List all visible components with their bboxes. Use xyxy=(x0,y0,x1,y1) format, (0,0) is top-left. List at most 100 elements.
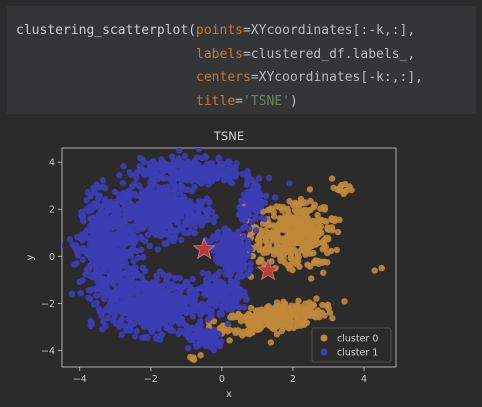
point-cluster-1 xyxy=(160,168,167,176)
point-cluster-1 xyxy=(193,329,200,336)
point-cluster-0 xyxy=(320,269,327,276)
point-cluster-0 xyxy=(289,266,296,274)
point-cluster-1 xyxy=(113,289,121,296)
code-param: title xyxy=(196,93,236,109)
point-cluster-1 xyxy=(177,197,185,205)
point-cluster-1 xyxy=(133,169,140,176)
point-cluster-0 xyxy=(263,234,270,241)
point-cluster-1 xyxy=(236,257,243,265)
point-cluster-1 xyxy=(240,303,248,311)
point-cluster-0 xyxy=(226,326,233,334)
point-cluster-1 xyxy=(165,293,172,300)
point-cluster-1 xyxy=(154,246,161,253)
point-cluster-1 xyxy=(138,246,145,254)
point-cluster-1 xyxy=(152,231,160,239)
point-cluster-1 xyxy=(135,308,143,315)
point-cluster-1 xyxy=(101,202,108,209)
point-cluster-1 xyxy=(150,203,157,211)
code-param: centers xyxy=(196,70,251,85)
point-cluster-1 xyxy=(200,170,207,178)
point-cluster-1 xyxy=(87,322,94,329)
point-cluster-1 xyxy=(111,235,118,242)
point-cluster-1 xyxy=(142,217,149,225)
point-cluster-1 xyxy=(79,256,86,263)
point-cluster-1 xyxy=(252,227,260,234)
point-cluster-1 xyxy=(79,277,86,284)
point-cluster-1 xyxy=(147,226,155,233)
x-tick-label: 0 xyxy=(219,374,225,385)
point-cluster-1 xyxy=(238,197,245,205)
point-cluster-1 xyxy=(93,244,101,251)
point-cluster-1 xyxy=(127,327,134,334)
point-cluster-1 xyxy=(133,174,140,182)
point-cluster-0 xyxy=(330,184,337,191)
point-cluster-0 xyxy=(226,337,233,344)
point-cluster-1 xyxy=(201,283,208,291)
code-function-name: clustering_scatterplot( xyxy=(16,23,197,38)
point-cluster-1 xyxy=(226,269,233,276)
point-cluster-1 xyxy=(247,260,254,267)
chart-title: TSNE xyxy=(213,129,244,143)
point-cluster-1 xyxy=(77,289,84,297)
point-cluster-1 xyxy=(178,163,186,170)
point-cluster-1 xyxy=(216,268,223,276)
point-cluster-0 xyxy=(278,327,286,335)
point-cluster-1 xyxy=(177,288,184,295)
point-cluster-0 xyxy=(293,314,300,321)
point-cluster-0 xyxy=(371,267,378,274)
point-cluster-0 xyxy=(270,213,278,220)
point-cluster-1 xyxy=(212,302,219,310)
point-cluster-1 xyxy=(213,279,220,286)
point-cluster-1 xyxy=(135,200,143,207)
point-cluster-1 xyxy=(144,207,152,214)
point-cluster-1 xyxy=(146,242,153,250)
point-cluster-0 xyxy=(294,208,301,215)
point-cluster-1 xyxy=(93,292,100,299)
point-cluster-1 xyxy=(178,182,185,190)
point-cluster-1 xyxy=(187,222,195,229)
point-cluster-1 xyxy=(224,305,232,313)
point-cluster-1 xyxy=(115,206,123,214)
code-cell[interactable]: clustering_scatterplot(points=XYcoordina… xyxy=(7,6,476,114)
point-cluster-1 xyxy=(148,310,155,318)
point-cluster-1 xyxy=(129,286,136,293)
point-cluster-1 xyxy=(167,210,174,218)
point-cluster-1 xyxy=(90,214,97,221)
point-cluster-1 xyxy=(167,202,175,209)
point-cluster-0 xyxy=(295,303,302,310)
point-cluster-1 xyxy=(108,214,115,222)
code-rest: =XYcoordinates[:-k,:], xyxy=(242,23,416,38)
point-cluster-1 xyxy=(208,311,215,319)
point-cluster-1 xyxy=(154,304,161,311)
y-tick-label: 0 xyxy=(49,252,55,263)
point-cluster-1 xyxy=(136,162,143,170)
point-cluster-0 xyxy=(267,339,275,346)
point-cluster-1 xyxy=(213,233,220,240)
point-cluster-1 xyxy=(167,327,174,334)
point-cluster-1 xyxy=(224,283,232,291)
point-cluster-1 xyxy=(158,331,166,338)
point-cluster-0 xyxy=(278,224,285,232)
point-cluster-1 xyxy=(181,282,188,289)
point-cluster-1 xyxy=(128,171,135,179)
point-cluster-0 xyxy=(269,322,276,330)
code-indent xyxy=(16,94,196,109)
point-cluster-1 xyxy=(240,263,248,270)
point-cluster-1 xyxy=(95,234,103,241)
point-cluster-0 xyxy=(190,354,197,361)
point-cluster-1 xyxy=(175,155,182,162)
point-cluster-0 xyxy=(259,208,267,215)
point-cluster-1 xyxy=(164,303,171,310)
point-cluster-1 xyxy=(185,288,193,296)
code-close-paren: ) xyxy=(289,93,298,109)
point-cluster-0 xyxy=(341,298,348,305)
point-cluster-1 xyxy=(156,336,164,343)
point-cluster-1 xyxy=(168,319,176,326)
point-cluster-1 xyxy=(245,269,252,277)
point-cluster-1 xyxy=(88,241,96,248)
point-cluster-1 xyxy=(88,286,95,293)
point-cluster-1 xyxy=(141,171,148,179)
point-cluster-1 xyxy=(83,197,90,204)
point-cluster-1 xyxy=(133,327,140,335)
point-cluster-1 xyxy=(174,203,182,211)
